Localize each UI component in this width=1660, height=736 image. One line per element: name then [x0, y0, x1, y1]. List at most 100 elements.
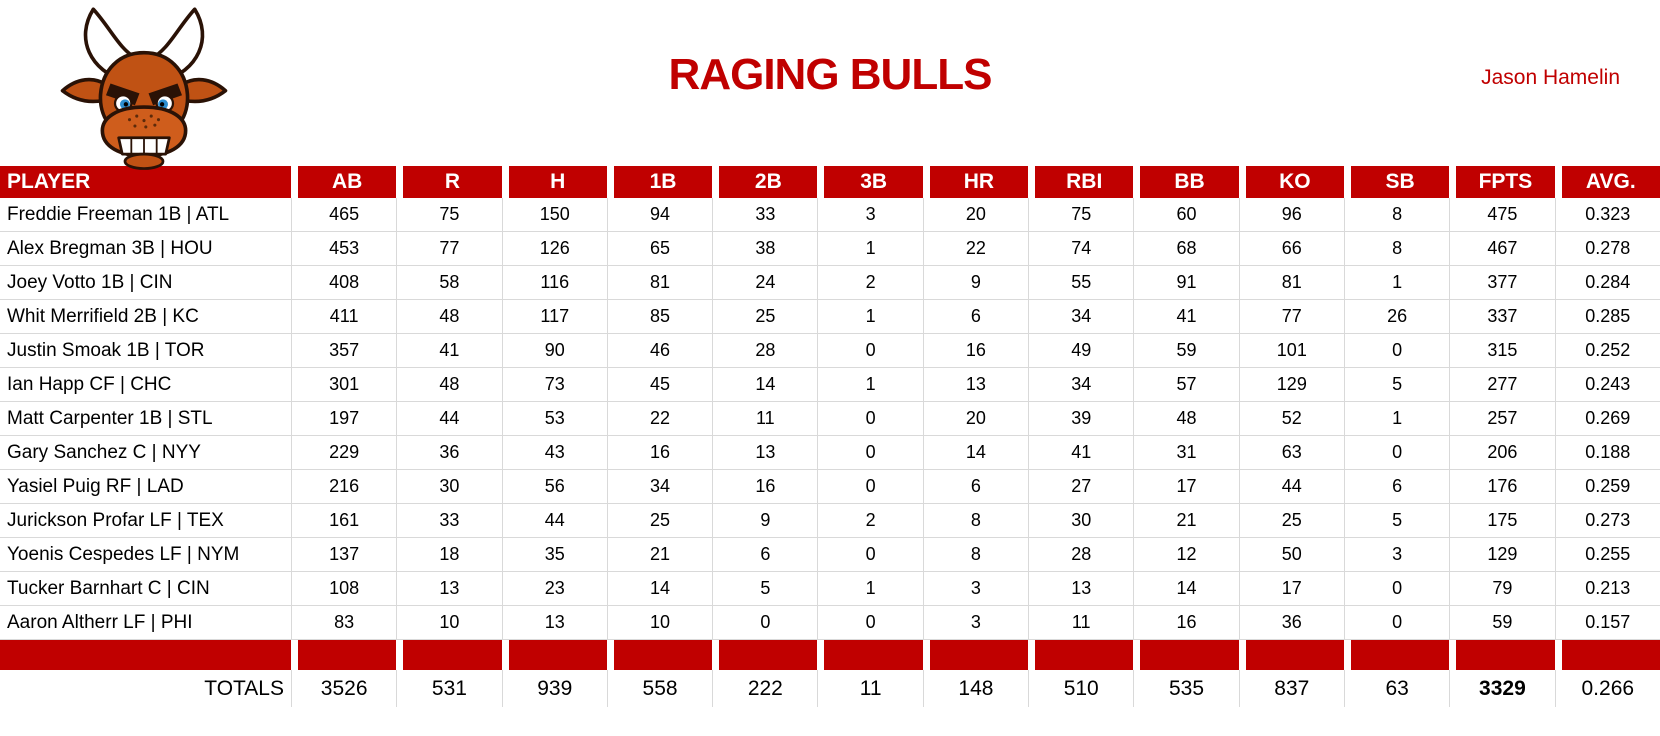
- stat-cell: 11: [712, 402, 818, 436]
- stat-cell: 6: [922, 300, 1029, 334]
- stat-cell: 14: [712, 368, 818, 402]
- stat-cell: 175: [1449, 504, 1555, 538]
- separator-row: [0, 640, 1660, 670]
- stat-cell: 36: [396, 436, 502, 470]
- stat-cell: 0.157: [1554, 606, 1660, 640]
- stat-cell: 25: [606, 504, 713, 538]
- stat-cell: 43: [501, 436, 607, 470]
- stat-cell: 16: [712, 470, 818, 504]
- stat-cell: 20: [922, 402, 1029, 436]
- stat-cell: 34: [606, 470, 713, 504]
- totals-label: TOTALS: [204, 676, 284, 700]
- column-header-ab: AB: [291, 166, 397, 198]
- stat-cell: 53: [501, 402, 607, 436]
- stat-cell: 59: [1449, 606, 1555, 640]
- stat-cell: 55: [1028, 266, 1134, 300]
- stat-cell: 465: [291, 198, 397, 232]
- stat-cell: 315: [1449, 334, 1555, 368]
- table-body: Freddie Freeman 1B | ATL 465 75 150 94 33 3 20 7…: [0, 198, 1660, 640]
- player-cell: Aaron Altherr LF | PHI: [0, 606, 291, 640]
- stat-cell: 46: [606, 334, 713, 368]
- player-cell: Whit Merrifield 2B | KC: [0, 300, 291, 334]
- stat-cell: 34: [1028, 368, 1134, 402]
- stat-cell: 0.323: [1554, 198, 1660, 232]
- stat-cell: 26: [1343, 300, 1450, 334]
- stat-cell: 35: [501, 538, 607, 572]
- stat-cell: 129: [1238, 368, 1344, 402]
- stat-cell: 0: [1343, 436, 1450, 470]
- total-cell: 510: [1028, 670, 1133, 707]
- stat-cell: 408: [291, 266, 397, 300]
- stat-cell: 116: [501, 266, 607, 300]
- stat-cell: 10: [606, 606, 713, 640]
- stat-cell: 22: [922, 232, 1029, 266]
- stat-cell: 13: [1028, 572, 1134, 606]
- stat-cell: 66: [1238, 232, 1344, 266]
- total-cell: 222: [712, 670, 817, 707]
- stat-cell: 17: [1238, 572, 1344, 606]
- stat-cell: 65: [606, 232, 713, 266]
- masthead: RAGING BULLS Jason Hamelin: [0, 0, 1660, 170]
- stat-cell: 0.213: [1554, 572, 1660, 606]
- stat-cell: 6: [1343, 470, 1450, 504]
- stat-cell: 150: [501, 198, 607, 232]
- stat-cell: 16: [606, 436, 713, 470]
- stat-cell: 2: [817, 266, 923, 300]
- stat-cell: 75: [1028, 198, 1134, 232]
- column-header-h: H: [501, 166, 607, 198]
- stat-cell: 34: [1028, 300, 1134, 334]
- stat-cell: 337: [1449, 300, 1555, 334]
- stat-cell: 31: [1133, 436, 1239, 470]
- stat-cell: 94: [606, 198, 713, 232]
- stat-cell: 0.269: [1554, 402, 1660, 436]
- stat-cell: 357: [291, 334, 397, 368]
- stat-cell: 0: [817, 606, 923, 640]
- stat-cell: 206: [1449, 436, 1555, 470]
- stat-cell: 90: [501, 334, 607, 368]
- stat-cell: 25: [1238, 504, 1344, 538]
- stat-cell: 50: [1238, 538, 1344, 572]
- column-header-avg: AVG.: [1554, 166, 1660, 198]
- column-header-1b: 1B: [606, 166, 713, 198]
- column-header-3b: 3B: [817, 166, 923, 198]
- stat-cell: 75: [396, 198, 502, 232]
- stat-cell: 14: [1133, 572, 1239, 606]
- stat-cell: 30: [1028, 504, 1134, 538]
- separator-cell: [817, 640, 923, 670]
- player-cell: Yoenis Cespedes LF | NYM: [0, 538, 291, 572]
- stat-cell: 0.284: [1554, 266, 1660, 300]
- separator-cell: [1449, 640, 1555, 670]
- stat-cell: 0: [712, 606, 818, 640]
- stat-cell: 1: [817, 368, 923, 402]
- player-cell: Gary Sanchez C | NYY: [0, 436, 291, 470]
- stat-cell: 8: [922, 538, 1029, 572]
- stat-cell: 45: [606, 368, 713, 402]
- column-header-sb: SB: [1343, 166, 1450, 198]
- total-cell: 148: [922, 670, 1028, 707]
- stat-cell: 41: [1133, 300, 1239, 334]
- total-cell: 837: [1238, 670, 1344, 707]
- stat-cell: 28: [1028, 538, 1134, 572]
- stat-cell: 126: [501, 232, 607, 266]
- owner-name: Jason Hamelin: [1481, 66, 1620, 89]
- stat-cell: 33: [712, 198, 818, 232]
- stat-cell: 77: [1238, 300, 1344, 334]
- stat-cell: 14: [606, 572, 713, 606]
- stat-cell: 3: [922, 606, 1029, 640]
- column-header-2b: 2B: [712, 166, 818, 198]
- stat-cell: 8: [1343, 198, 1450, 232]
- stat-cell: 21: [1133, 504, 1239, 538]
- stat-cell: 38: [712, 232, 818, 266]
- stat-cell: 16: [922, 334, 1029, 368]
- stat-cell: 257: [1449, 402, 1555, 436]
- stat-cell: 9: [712, 504, 818, 538]
- stat-cell: 8: [1343, 232, 1450, 266]
- stat-cell: 17: [1133, 470, 1239, 504]
- total-cell: 3526: [291, 670, 396, 707]
- stat-cell: 44: [501, 504, 607, 538]
- stat-cell: 10: [396, 606, 502, 640]
- stat-cell: 44: [1238, 470, 1344, 504]
- stat-cell: 28: [712, 334, 818, 368]
- stat-cell: 0: [817, 470, 923, 504]
- stat-cell: 81: [606, 266, 713, 300]
